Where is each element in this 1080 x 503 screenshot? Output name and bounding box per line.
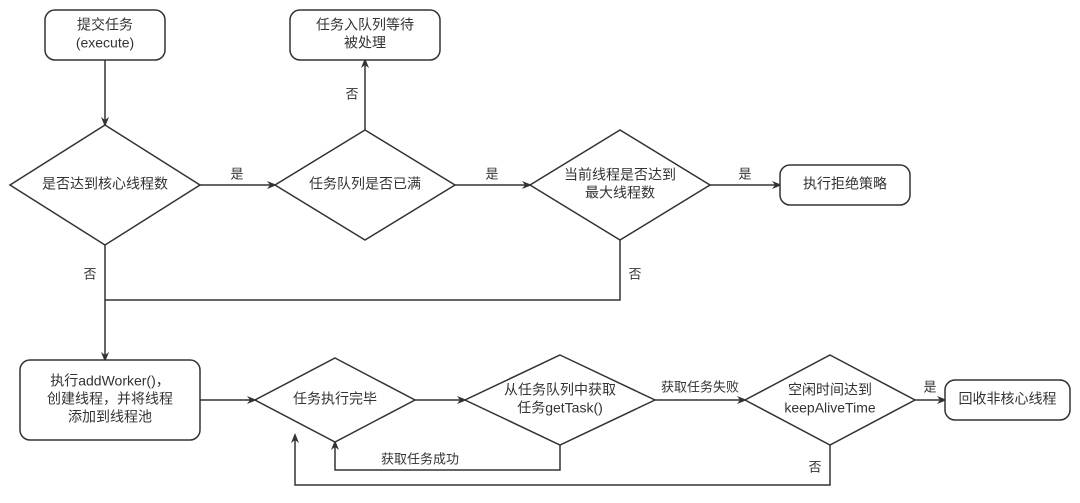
n_reject: 执行拒绝策略 bbox=[780, 165, 910, 205]
n_recycle-label: 回收非核心线程 bbox=[959, 391, 1057, 407]
n_max: 当前线程是否达到最大线程数 bbox=[530, 130, 710, 240]
n_max-label: 当前线程是否达到 bbox=[564, 167, 676, 183]
edge-label-e12: 获取任务成功 bbox=[381, 451, 459, 466]
n_qfull-label: 任务队列是否已满 bbox=[309, 176, 421, 192]
n_submit-label: 提交任务 bbox=[77, 17, 133, 33]
n_enqueue: 任务入队列等待被处理 bbox=[290, 10, 440, 60]
edge-label-e6: 否 bbox=[83, 266, 96, 281]
edge-label-e10: 获取任务失败 bbox=[661, 379, 739, 394]
n_gettask-label: 任务getTask() bbox=[517, 400, 603, 416]
n_reject-label: 执行拒绝策略 bbox=[803, 176, 887, 192]
n_qfull: 任务队列是否已满 bbox=[275, 130, 455, 240]
edge-label-e4: 是 bbox=[485, 166, 498, 181]
edge-label-e13: 否 bbox=[808, 459, 821, 474]
n_addworker-label: 添加到线程池 bbox=[68, 409, 152, 425]
flowchart: 是否是是否否获取任务失败是获取任务成功否 提交任务(execute)任务入队列等… bbox=[0, 0, 1080, 503]
n_gettask-label: 从任务队列中获取 bbox=[504, 382, 616, 398]
n_keepalive: 空闲时间达到 keepAliveTime bbox=[745, 355, 915, 445]
n_addworker-label: 执行addWorker()， bbox=[50, 373, 170, 389]
edge-label-e3: 否 bbox=[345, 86, 358, 101]
n_done: 任务执行完毕 bbox=[255, 358, 415, 442]
n_core-label: 是否达到核心线程数 bbox=[42, 176, 168, 192]
n_max-label: 最大线程数 bbox=[585, 185, 655, 201]
n_submit-label: (execute) bbox=[76, 35, 134, 51]
n_addworker: 执行addWorker()， 创建线程，并将线程添加到线程池 bbox=[20, 360, 200, 440]
n_gettask: 从任务队列中获取任务getTask() bbox=[465, 355, 655, 445]
n_keepalive-label: 空闲时间达到 bbox=[788, 382, 872, 398]
edge-e7 bbox=[105, 240, 620, 300]
n_enqueue-label: 任务入队列等待 bbox=[316, 17, 414, 33]
n_keepalive-label: keepAliveTime bbox=[784, 400, 876, 416]
edge-label-e5: 是 bbox=[738, 166, 751, 181]
n_addworker-label: 创建线程，并将线程 bbox=[47, 391, 173, 407]
edge-label-e7: 否 bbox=[628, 266, 641, 281]
n_done-label: 任务执行完毕 bbox=[293, 391, 377, 407]
n_enqueue-label: 被处理 bbox=[344, 35, 386, 51]
edge-label-e2: 是 bbox=[230, 166, 243, 181]
edge-label-e11: 是 bbox=[923, 379, 936, 394]
n_recycle: 回收非核心线程 bbox=[945, 380, 1070, 420]
n_core: 是否达到核心线程数 bbox=[10, 125, 200, 245]
n_submit: 提交任务 (execute) bbox=[45, 10, 165, 60]
